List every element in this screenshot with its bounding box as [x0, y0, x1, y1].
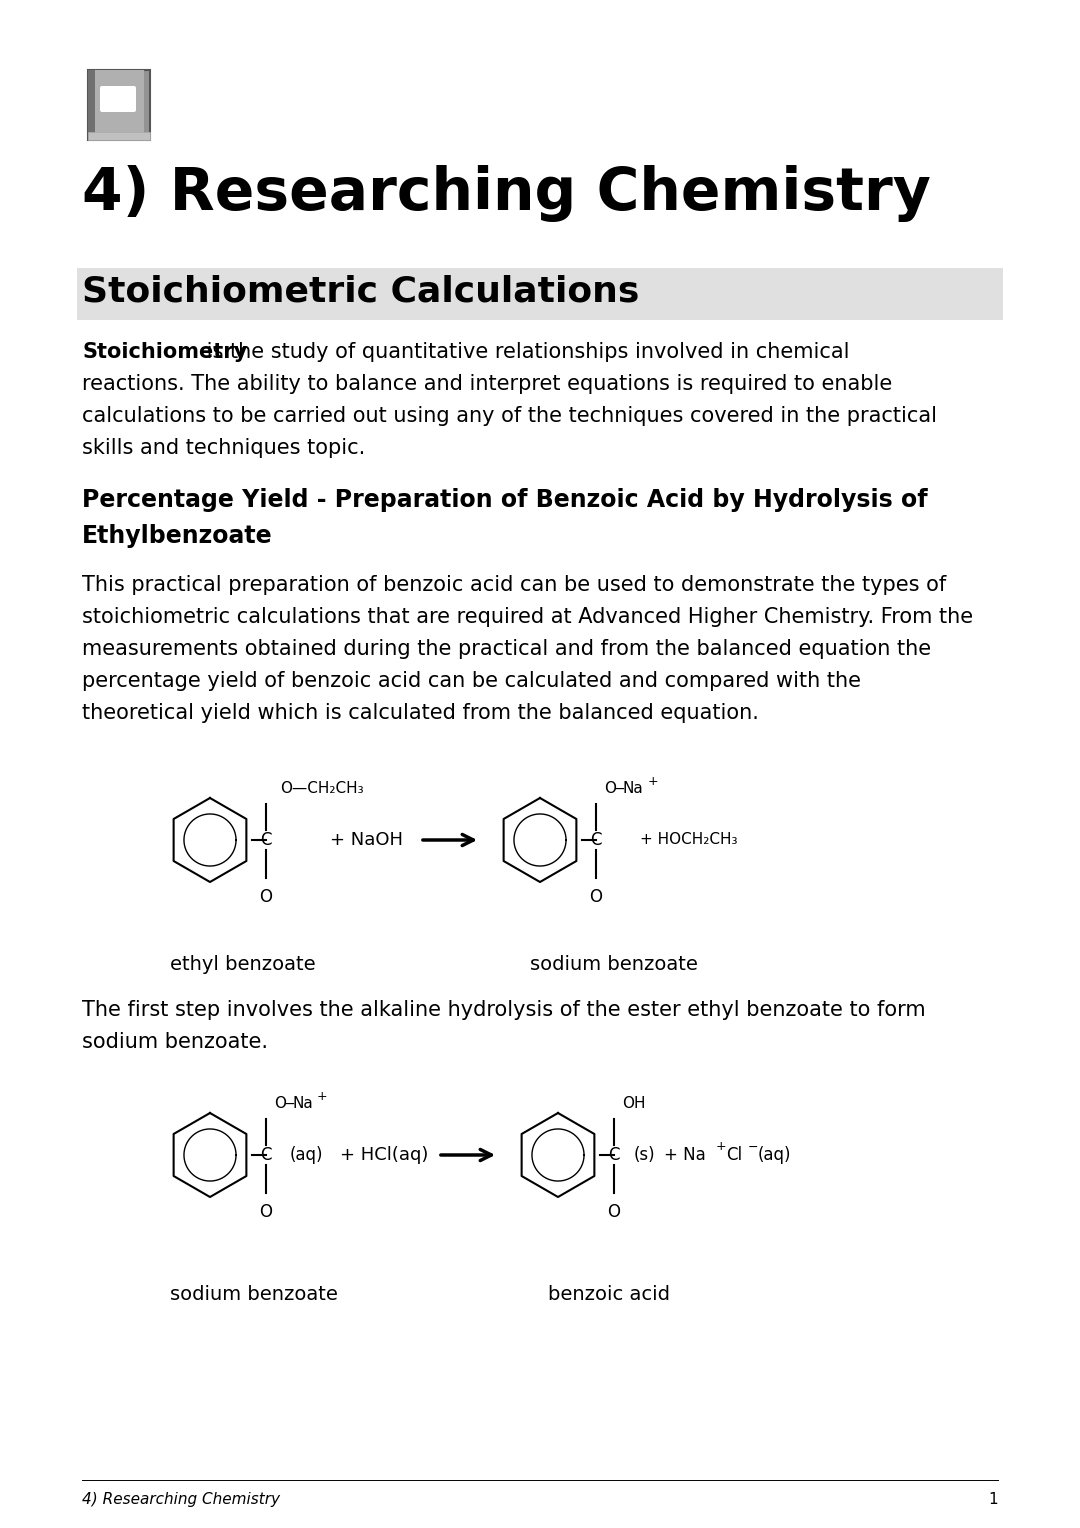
Text: + HOCH₂CH₃: + HOCH₂CH₃	[640, 833, 738, 848]
FancyBboxPatch shape	[100, 86, 136, 112]
Text: measurements obtained during the practical and from the balanced equation the: measurements obtained during the practic…	[82, 639, 931, 659]
Text: Percentage Yield - Preparation of Benzoic Acid by Hydrolysis of: Percentage Yield - Preparation of Benzoi…	[82, 487, 928, 512]
Text: C: C	[608, 1146, 620, 1164]
Text: Stoichiometry: Stoichiometry	[82, 342, 247, 362]
Text: OH: OH	[622, 1096, 646, 1111]
Text: +: +	[716, 1140, 727, 1154]
Text: O: O	[590, 888, 603, 906]
Text: +: +	[318, 1089, 327, 1103]
Text: O—CH₂CH₃: O—CH₂CH₃	[280, 781, 364, 796]
Text: benzoic acid: benzoic acid	[548, 1285, 670, 1303]
Text: sodium benzoate: sodium benzoate	[530, 955, 698, 973]
Text: C: C	[591, 831, 602, 850]
Text: sodium benzoate: sodium benzoate	[170, 1285, 338, 1303]
Text: Cl: Cl	[726, 1146, 742, 1164]
Text: 1: 1	[988, 1491, 998, 1507]
Text: Stoichiometric Calculations: Stoichiometric Calculations	[82, 275, 639, 309]
FancyBboxPatch shape	[87, 131, 150, 141]
Text: This practical preparation of benzoic acid can be used to demonstrate the types : This practical preparation of benzoic ac…	[82, 575, 946, 594]
Text: −: −	[284, 1097, 296, 1111]
Text: + NaOH: + NaOH	[330, 831, 403, 850]
Text: stoichiometric calculations that are required at Advanced Higher Chemistry. From: stoichiometric calculations that are req…	[82, 607, 973, 626]
Text: + HCl(aq): + HCl(aq)	[340, 1146, 429, 1164]
Text: O: O	[259, 1203, 272, 1221]
Text: skills and techniques topic.: skills and techniques topic.	[82, 439, 365, 458]
Text: The first step involves the alkaline hydrolysis of the ester ethyl benzoate to f: The first step involves the alkaline hyd…	[82, 999, 926, 1021]
Text: is the study of quantitative relationships involved in chemical: is the study of quantitative relationshi…	[200, 342, 850, 362]
Text: O: O	[259, 888, 272, 906]
FancyBboxPatch shape	[77, 267, 1003, 319]
Text: ethyl benzoate: ethyl benzoate	[170, 955, 315, 973]
FancyBboxPatch shape	[87, 70, 150, 141]
Text: −: −	[615, 782, 625, 796]
FancyBboxPatch shape	[87, 70, 95, 141]
Text: (s): (s)	[634, 1146, 656, 1164]
Text: percentage yield of benzoic acid can be calculated and compared with the: percentage yield of benzoic acid can be …	[82, 671, 861, 691]
Text: +: +	[648, 775, 659, 788]
FancyBboxPatch shape	[94, 70, 144, 141]
Text: 4) Researching Chemistry: 4) Researching Chemistry	[82, 1491, 280, 1507]
Text: (aq): (aq)	[291, 1146, 324, 1164]
Text: Na: Na	[622, 781, 643, 796]
Text: sodium benzoate.: sodium benzoate.	[82, 1031, 268, 1051]
Text: O: O	[604, 781, 616, 796]
Text: O: O	[274, 1096, 286, 1111]
Text: −: −	[748, 1140, 758, 1154]
Text: (aq): (aq)	[758, 1146, 792, 1164]
Text: C: C	[260, 831, 272, 850]
Text: reactions. The ability to balance and interpret equations is required to enable: reactions. The ability to balance and in…	[82, 374, 892, 394]
Text: Ethylbenzoate: Ethylbenzoate	[82, 524, 272, 549]
Text: + Na: + Na	[664, 1146, 705, 1164]
Text: C: C	[260, 1146, 272, 1164]
Text: 4) Researching Chemistry: 4) Researching Chemistry	[82, 165, 931, 222]
Text: Na: Na	[292, 1096, 313, 1111]
Text: calculations to be carried out using any of the techniques covered in the practi: calculations to be carried out using any…	[82, 406, 937, 426]
Text: O: O	[607, 1203, 621, 1221]
Text: theoretical yield which is calculated from the balanced equation.: theoretical yield which is calculated fr…	[82, 703, 759, 723]
